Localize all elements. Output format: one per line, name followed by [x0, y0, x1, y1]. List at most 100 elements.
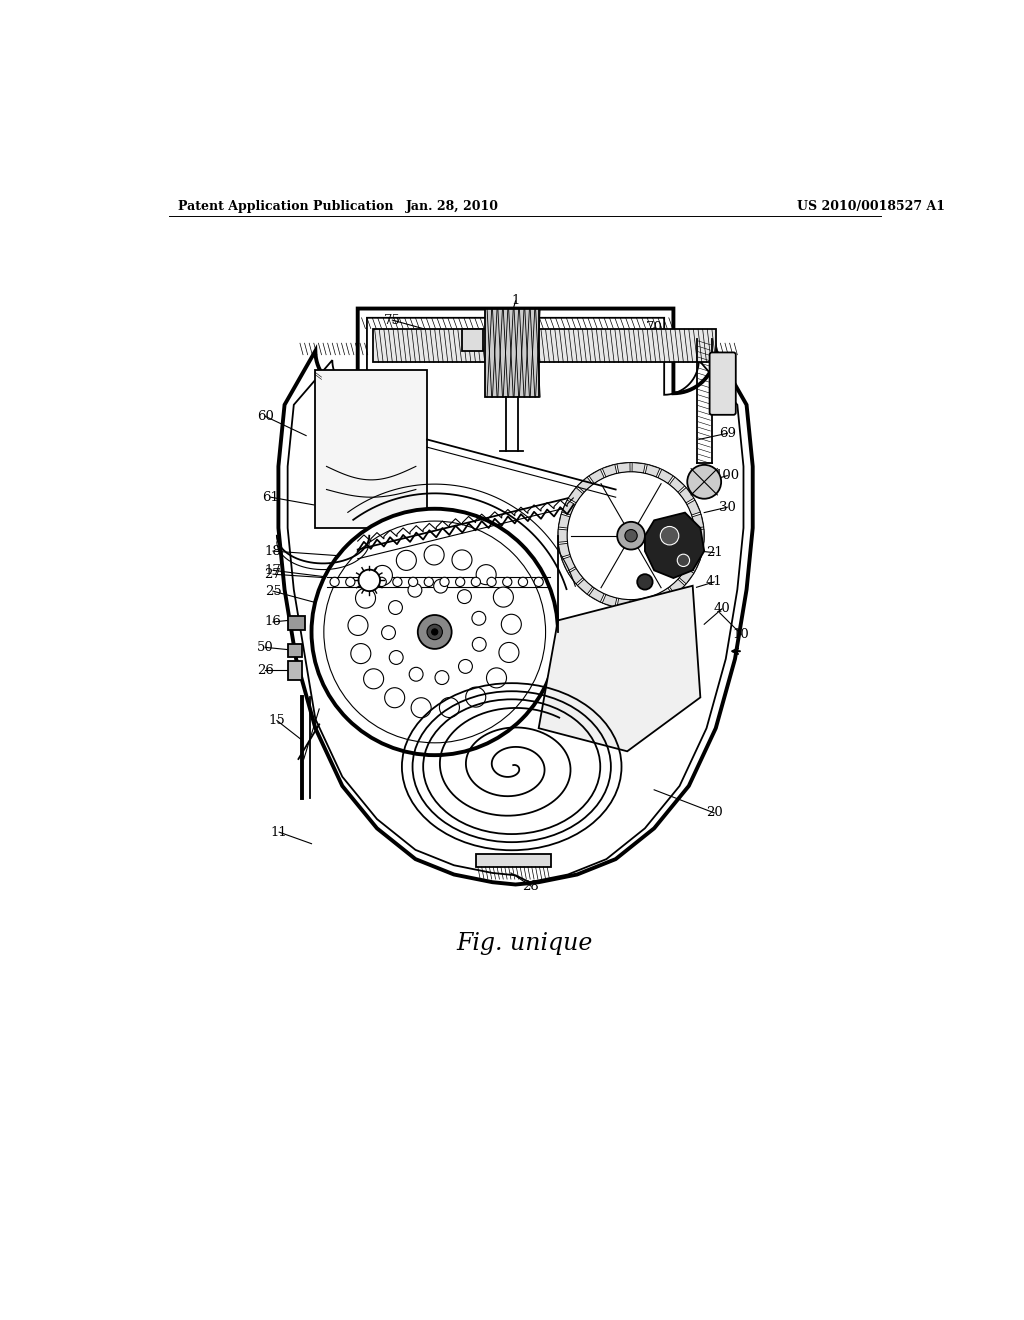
Circle shape: [502, 614, 521, 635]
Circle shape: [535, 577, 544, 586]
Polygon shape: [692, 513, 703, 528]
Polygon shape: [589, 587, 604, 602]
Text: Jan. 28, 2010: Jan. 28, 2010: [406, 199, 499, 213]
FancyBboxPatch shape: [475, 854, 551, 867]
Polygon shape: [679, 487, 694, 503]
Circle shape: [472, 638, 486, 651]
Polygon shape: [670, 477, 685, 492]
Circle shape: [466, 688, 485, 708]
Circle shape: [660, 527, 679, 545]
Polygon shape: [679, 569, 694, 583]
Polygon shape: [578, 579, 593, 594]
Polygon shape: [632, 598, 645, 609]
Circle shape: [503, 577, 512, 586]
FancyBboxPatch shape: [289, 661, 302, 681]
Polygon shape: [645, 465, 659, 477]
Circle shape: [408, 583, 422, 597]
Polygon shape: [670, 579, 685, 594]
Circle shape: [452, 550, 472, 570]
Polygon shape: [694, 529, 703, 543]
Circle shape: [418, 615, 452, 649]
Polygon shape: [692, 544, 703, 557]
Text: 17: 17: [264, 564, 282, 577]
FancyBboxPatch shape: [289, 644, 302, 657]
Polygon shape: [578, 477, 593, 492]
Polygon shape: [562, 500, 575, 515]
Circle shape: [459, 660, 472, 673]
Polygon shape: [558, 513, 570, 528]
Circle shape: [377, 577, 386, 586]
Circle shape: [435, 671, 449, 685]
Polygon shape: [616, 598, 630, 609]
Circle shape: [427, 624, 442, 640]
Polygon shape: [616, 462, 630, 473]
FancyBboxPatch shape: [315, 370, 427, 528]
Circle shape: [382, 626, 395, 640]
Circle shape: [393, 577, 402, 586]
Circle shape: [567, 471, 695, 599]
Text: Fig. unique: Fig. unique: [457, 932, 593, 956]
Text: 20: 20: [706, 807, 723, 820]
Circle shape: [330, 577, 339, 586]
Circle shape: [434, 579, 447, 593]
Circle shape: [677, 554, 689, 566]
Circle shape: [625, 529, 637, 543]
Polygon shape: [558, 529, 567, 543]
Circle shape: [456, 577, 465, 586]
Circle shape: [385, 688, 404, 708]
Circle shape: [351, 644, 371, 664]
Circle shape: [471, 577, 480, 586]
Polygon shape: [687, 500, 700, 515]
Text: 10: 10: [733, 628, 750, 640]
Text: 75: 75: [384, 314, 400, 326]
Circle shape: [324, 521, 546, 743]
Circle shape: [439, 697, 460, 718]
Circle shape: [411, 698, 431, 718]
Circle shape: [364, 669, 384, 689]
FancyBboxPatch shape: [462, 330, 483, 351]
Polygon shape: [589, 470, 604, 483]
Circle shape: [472, 611, 485, 626]
Circle shape: [637, 574, 652, 590]
Text: 18: 18: [264, 545, 282, 557]
Circle shape: [487, 577, 497, 586]
Text: 15: 15: [268, 714, 286, 727]
Text: 60: 60: [257, 409, 273, 422]
Polygon shape: [568, 569, 583, 583]
Circle shape: [346, 577, 355, 586]
Polygon shape: [279, 309, 753, 884]
Polygon shape: [657, 470, 673, 483]
Circle shape: [617, 521, 645, 549]
Circle shape: [348, 615, 368, 635]
Polygon shape: [602, 465, 616, 477]
Circle shape: [432, 628, 438, 635]
Circle shape: [355, 589, 376, 609]
Polygon shape: [687, 556, 700, 572]
Circle shape: [518, 577, 527, 586]
Polygon shape: [568, 487, 583, 503]
Circle shape: [409, 577, 418, 586]
Text: 16: 16: [264, 615, 282, 628]
Text: 69: 69: [719, 426, 736, 440]
Text: US 2010/0018527 A1: US 2010/0018527 A1: [797, 199, 944, 213]
Text: 25: 25: [264, 585, 282, 598]
Text: 100: 100: [715, 469, 740, 482]
Text: 70: 70: [646, 321, 663, 334]
Circle shape: [476, 565, 497, 585]
FancyBboxPatch shape: [710, 352, 736, 414]
Text: 61: 61: [262, 491, 280, 504]
Text: 27: 27: [264, 568, 282, 581]
Circle shape: [396, 550, 417, 570]
FancyBboxPatch shape: [289, 615, 305, 630]
Text: 21: 21: [706, 546, 723, 560]
Circle shape: [558, 462, 705, 609]
Circle shape: [311, 508, 558, 755]
FancyBboxPatch shape: [373, 330, 716, 363]
Circle shape: [424, 545, 444, 565]
Circle shape: [358, 570, 380, 591]
Text: 50: 50: [257, 640, 273, 653]
FancyBboxPatch shape: [484, 309, 539, 397]
Circle shape: [499, 643, 519, 663]
Text: 1: 1: [511, 294, 520, 308]
Polygon shape: [562, 556, 575, 572]
